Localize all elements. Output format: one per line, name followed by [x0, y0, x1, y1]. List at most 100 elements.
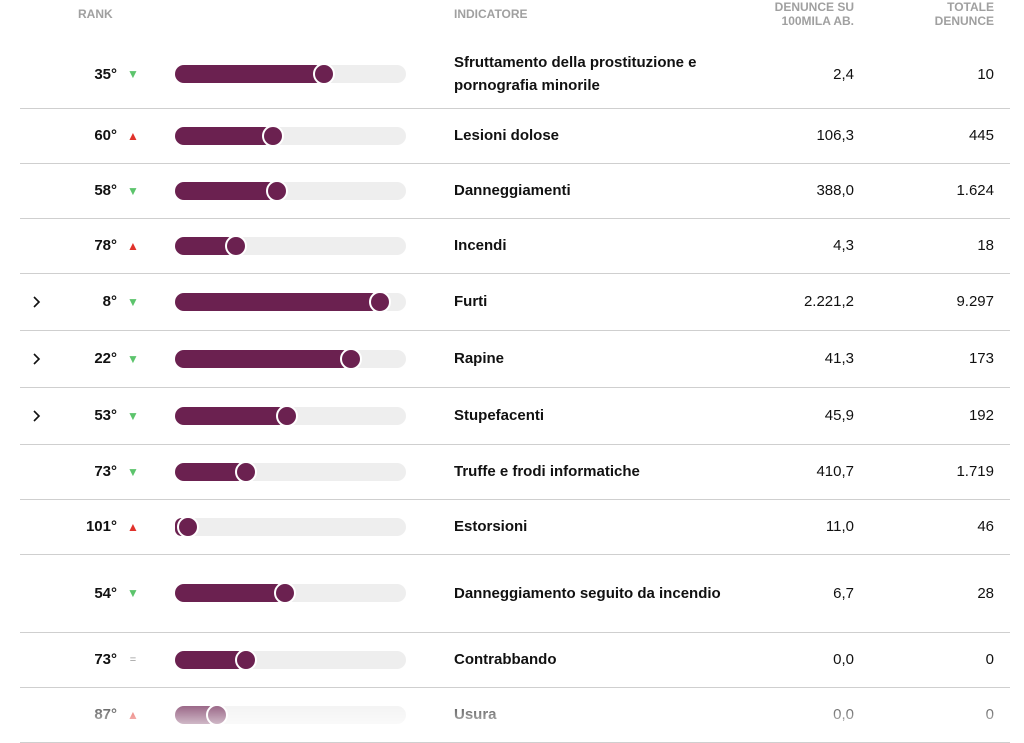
rank: 73°: [94, 651, 117, 668]
rate: 6,7: [833, 584, 854, 602]
total: 173: [968, 350, 994, 367]
rate: 410,7: [816, 463, 854, 480]
rank-dot: [261, 124, 284, 147]
rank: 22°: [94, 350, 117, 367]
rank-bar-track: [175, 515, 406, 538]
rate: 2.221,2: [803, 293, 854, 310]
total: 46: [977, 518, 994, 535]
rank-bar: [175, 349, 351, 368]
table-row: 78° ▲ Incendi 4,3 18: [20, 218, 1010, 274]
rank-bar-track: [175, 460, 406, 483]
rank-dot: [368, 290, 391, 313]
chevron-icon[interactable]: [32, 352, 42, 365]
trend-icon: ▲: [127, 128, 139, 143]
rank-dot: [274, 582, 297, 604]
rate: 0,0: [833, 651, 854, 668]
rank-bar-track: [175, 63, 406, 85]
indicator: Incendi: [454, 237, 507, 254]
table-row[interactable]: 22° ▼ Rapine 41,3 173: [20, 330, 1010, 388]
rank: 8°: [102, 293, 117, 310]
expand-chevron[interactable]: [32, 387, 42, 444]
rank-bar-track: [175, 124, 406, 147]
trend-icon: ▼: [127, 408, 139, 423]
indicator: Stupefacenti: [454, 407, 545, 424]
rate: 41,3: [824, 350, 854, 367]
total: 10: [977, 65, 994, 83]
rate-header: DENUNCE SU 100MILA AB.: [774, 0, 854, 28]
rank-bar-track: [175, 234, 406, 257]
trend-icon: ▲: [127, 238, 139, 253]
table-row: 73° ▼ Truffe e frodi informatiche 410,7 1.71…: [20, 444, 1010, 500]
rank: 60°: [94, 127, 117, 144]
rank-dot: [265, 179, 288, 202]
expand-chevron[interactable]: [32, 273, 42, 330]
trend-icon: ▼: [127, 183, 139, 198]
indicator: Lesioni dolose: [454, 127, 560, 144]
indicator: Rapine: [454, 350, 505, 367]
indicator: Danneggiamenti: [454, 182, 571, 199]
rank: 54°: [94, 584, 117, 602]
table-row: 87° ▲ Usura 0,0 0: [20, 687, 1010, 743]
table-row: 54° ▼ Danneggiamento seguito da incendio 6,…: [20, 554, 1010, 633]
table-row[interactable]: 53° ▼ Stupefacenti 45,9 192: [20, 387, 1010, 445]
rate: 11,0: [825, 518, 854, 535]
rank: 58°: [94, 182, 117, 199]
trend-icon: ▲: [127, 707, 139, 722]
rank-bar: [175, 650, 246, 669]
total: 445: [968, 127, 994, 144]
expand-chevron[interactable]: [32, 330, 42, 387]
rank-header: RANK: [78, 7, 113, 21]
table-row: 58° ▼ Danneggiamenti 388,0 1.624: [20, 163, 1010, 219]
total: 0: [985, 706, 994, 723]
table-row: 35° ▼ Sfruttamento della prostituzione e p…: [20, 40, 1010, 109]
rank-dot: [177, 515, 200, 538]
rank-dot: [339, 347, 362, 370]
indicator: Contrabbando: [454, 651, 557, 668]
trend-icon: ▼: [127, 67, 139, 81]
rank-bar-track: [175, 179, 406, 202]
rank-bar-track: [175, 347, 406, 370]
table-row[interactable]: 8° ▼ Furti 2.221,2 9.297: [20, 273, 1010, 331]
rank-bar: [175, 181, 277, 200]
chevron-icon[interactable]: [32, 409, 42, 422]
total: 0: [985, 651, 994, 668]
trend-icon: ▼: [127, 351, 139, 366]
rank-dot: [206, 703, 229, 726]
trend-icon: ▼: [127, 586, 139, 600]
trend-icon: =: [129, 653, 137, 666]
trend-icon: ▼: [127, 464, 139, 479]
rate: 2,4: [833, 65, 854, 83]
trend-icon: ▲: [127, 519, 139, 534]
rate: 0,0: [833, 706, 854, 723]
indicator: Furti: [454, 293, 488, 310]
rank-bar: [175, 65, 325, 83]
trend-icon: ▼: [127, 294, 139, 309]
rank-dot: [313, 63, 336, 85]
rate: 45,9: [824, 407, 854, 424]
chevron-icon[interactable]: [32, 295, 42, 308]
rank-dot: [276, 404, 299, 427]
table-row: 101° ▲ Estorsioni 11,0 46: [20, 499, 1010, 555]
rank-bar-track: [175, 404, 406, 427]
rank-dot: [234, 648, 257, 671]
rank-bar-track: [175, 290, 406, 313]
indicator: Estorsioni: [454, 518, 528, 535]
table-row: 60° ▲ Lesioni dolose 106,3 445: [20, 108, 1010, 164]
rank: 78°: [94, 237, 117, 254]
indicator: Sfruttamento della prostituzione e porno…: [454, 54, 697, 94]
total: 192: [968, 407, 994, 424]
rank-bar: [175, 126, 273, 145]
total-header: TOTALE DENUNCE: [934, 0, 994, 28]
rank-bar: [175, 236, 236, 255]
rank-bar: [175, 406, 288, 425]
indicator: Usura: [454, 706, 497, 723]
rate: 388,0: [816, 182, 854, 199]
table-row: 73° = Contrabbando 0,0 0: [20, 632, 1010, 688]
rank: 35°: [94, 65, 117, 83]
rank-bar: [175, 584, 286, 602]
total: 9.297: [956, 293, 994, 310]
rank: 101°: [85, 518, 117, 535]
rank: 53°: [94, 407, 117, 424]
rank-bar: [175, 462, 246, 481]
